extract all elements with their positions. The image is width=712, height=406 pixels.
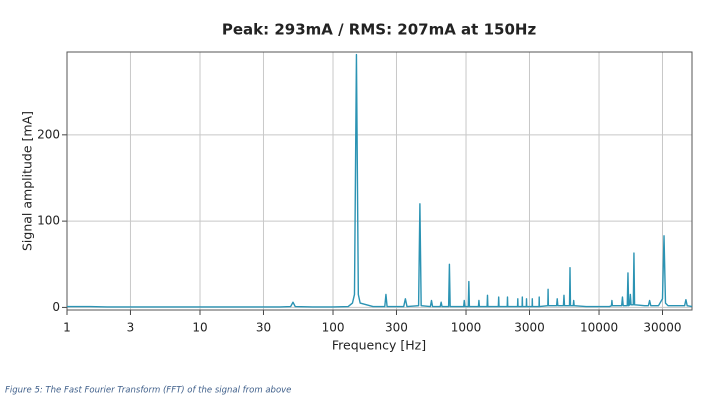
x-axis-label: Frequency [Hz] (332, 338, 426, 353)
x-tick-label: 3000 (514, 321, 545, 335)
plot-frame (66, 51, 693, 311)
y-tick-label: 100 (37, 214, 60, 228)
x-tick-label: 1000 (451, 321, 482, 335)
x-tick-label: 1 (63, 321, 71, 335)
spectrum-line (67, 53, 693, 308)
x-tick-label: 300 (385, 321, 408, 335)
x-tick-label: 10000 (580, 321, 618, 335)
y-tick-label: 200 (37, 127, 60, 141)
x-tick-label: 30000 (643, 321, 681, 335)
x-tick-label: 10 (192, 321, 207, 335)
y-axis-label: Signal amplitude [mA] (20, 111, 35, 251)
chart-title: Peak: 293mA / RMS: 207mA at 150Hz (222, 21, 537, 39)
x-tick-label: 100 (322, 321, 345, 335)
x-tick-label: 3 (127, 321, 135, 335)
caption: Figure 5: The Fast Fourier Transform (FF… (5, 386, 291, 396)
y-tick-label: 0 (52, 300, 60, 314)
x-tick-label: 30 (256, 321, 271, 335)
